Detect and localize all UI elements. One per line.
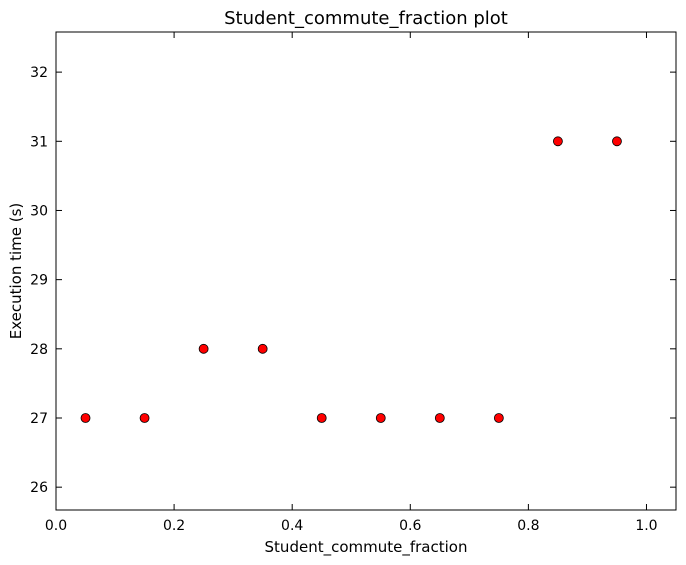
data-point	[493, 413, 504, 423]
y-axis-label: Execution time (s)	[7, 203, 25, 340]
y-tick-label: 28	[30, 342, 48, 358]
plot-area: 0.0 0.2 0.4 0.6 0.8 1.0 26 27 28 29 30 31 32	[30, 31, 677, 534]
y-tick-label: 29	[30, 273, 48, 289]
x-tick-label: 0.2	[163, 518, 185, 534]
data-point	[375, 413, 386, 423]
y-tick-label: 30	[30, 203, 48, 219]
data-point	[316, 413, 327, 423]
data-point	[612, 136, 622, 147]
data-point	[553, 136, 563, 147]
x-tick-label: 0.6	[399, 518, 421, 534]
y-tick-label: 27	[30, 411, 48, 427]
x-axis-label: Student_commute_fraction	[265, 538, 468, 557]
data-point	[139, 413, 150, 423]
data-point	[434, 413, 445, 423]
plot-frame	[55, 31, 677, 511]
x-tick-label: 1.0	[635, 518, 657, 534]
x-tick-label: 0.4	[281, 518, 303, 534]
y-tick-label: 32	[30, 65, 48, 81]
data-point	[80, 413, 91, 423]
y-tick-label: 31	[30, 134, 48, 150]
x-tick-label: 0.0	[45, 518, 67, 534]
y-tick-label: 26	[30, 480, 48, 496]
x-tick-label: 0.8	[517, 518, 539, 534]
chart-title: Student_commute_fraction plot	[224, 8, 508, 29]
data-point	[198, 343, 209, 354]
data-point	[257, 343, 268, 354]
